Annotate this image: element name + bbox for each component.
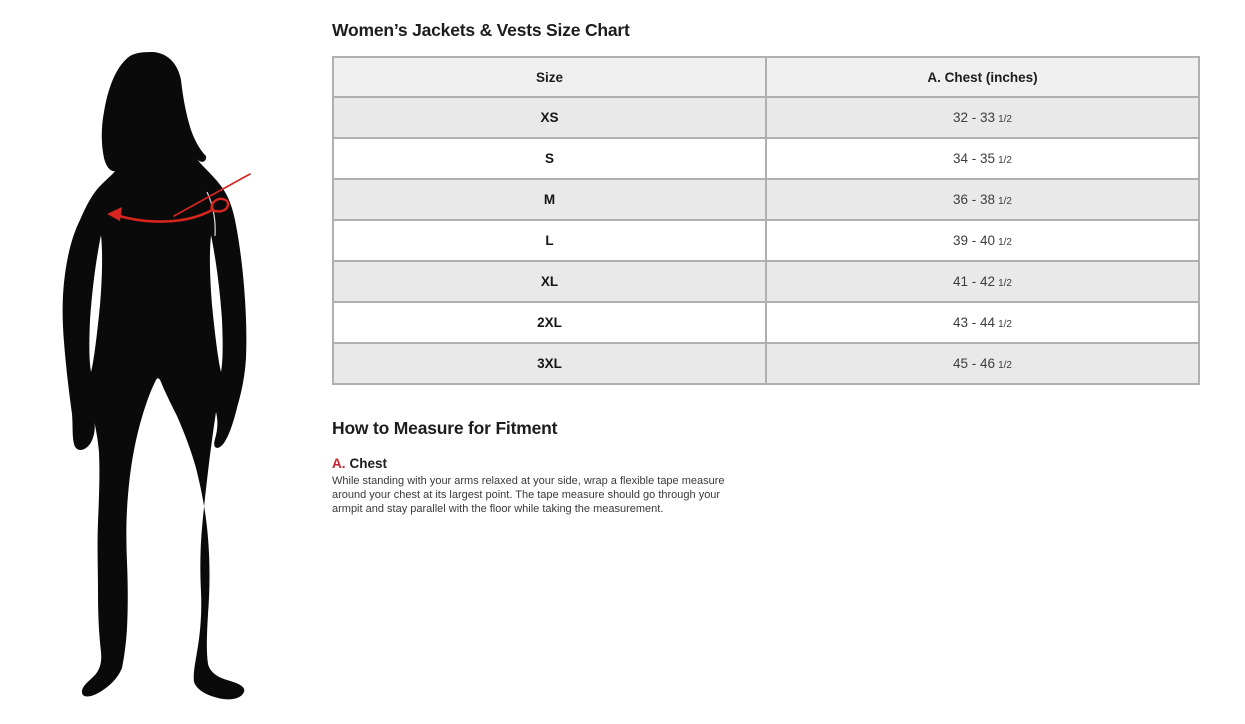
chest-cell: 39 - 40 1/2 [765, 219, 1200, 262]
arc-arrowhead [107, 207, 122, 221]
size-cell: XS [332, 96, 767, 139]
content-column: Women’s Jackets & Vests Size Chart Size … [332, 0, 1200, 516]
size-column-header: Size [332, 56, 767, 98]
female-silhouette-diagram: A [62, 52, 251, 700]
arm-torso-gap-right [209, 235, 223, 372]
measure-item-description: While standing with your arms relaxed at… [332, 475, 725, 515]
chest-cell: 45 - 46 1/2 [765, 342, 1200, 385]
size-cell: XL [332, 260, 767, 303]
chest-fraction: 1/2 [998, 237, 1012, 248]
chest-value: 39 - 40 [953, 233, 996, 248]
table-row: S 34 - 35 1/2 [332, 137, 1200, 180]
chest-cell: 34 - 35 1/2 [765, 137, 1200, 180]
chest-column-header: A. Chest (inches) [765, 56, 1200, 98]
size-cell: 2XL [332, 301, 767, 344]
chest-measurement-arc-loop [210, 197, 230, 213]
measurement-diagram: A [60, 40, 252, 712]
page-title: Women’s Jackets & Vests Size Chart [332, 20, 630, 40]
header-row: Size A. Chest (inches) [332, 56, 1200, 98]
chest-cell: 32 - 33 1/2 [765, 96, 1200, 139]
chest-value: 41 - 42 [953, 274, 996, 289]
chest-fraction: 1/2 [998, 360, 1012, 371]
size-cell: L [332, 219, 767, 262]
chest-value: 36 - 38 [953, 192, 996, 207]
silhouette-figure [62, 52, 247, 700]
chest-measurement-arc [114, 208, 214, 223]
table-row: 2XL 43 - 44 1/2 [332, 301, 1200, 344]
size-chart-table: Size A. Chest (inches) XS 32 - 33 1/2 S 3… [332, 56, 1200, 385]
chest-fraction: 1/2 [998, 278, 1012, 289]
measure-item-heading: A. Chest [332, 456, 1200, 471]
how-to-measure-title: How to Measure for Fitment [332, 418, 558, 438]
arm-torso-gap-left [89, 235, 103, 372]
table-row: L 39 - 40 1/2 [332, 219, 1200, 262]
measure-item-chest: A. Chest While standing with your arms re… [332, 456, 1200, 516]
table-row: 3XL 45 - 46 1/2 [332, 342, 1200, 385]
chest-value: 45 - 46 [953, 356, 996, 371]
chest-fraction: 1/2 [998, 114, 1012, 125]
chest-fraction: 1/2 [998, 155, 1012, 166]
size-cell: 3XL [332, 342, 767, 385]
bust-highlight [206, 191, 216, 237]
chest-fraction: 1/2 [998, 319, 1012, 330]
size-cell: M [332, 178, 767, 221]
size-cell: S [332, 137, 767, 180]
chest-cell: 36 - 38 1/2 [765, 178, 1200, 221]
chest-value: 43 - 44 [953, 315, 996, 330]
size-chart-header: Size A. Chest (inches) [332, 56, 1200, 98]
table-row: XL 41 - 42 1/2 [332, 260, 1200, 303]
measure-item-letter: A. [332, 456, 346, 471]
measure-item-name: Chest [349, 456, 388, 471]
chest-fraction: 1/2 [998, 196, 1012, 207]
table-row: XS 32 - 33 1/2 [332, 96, 1200, 139]
measurement-pointer-line [173, 173, 251, 217]
chest-value: 32 - 33 [953, 110, 996, 125]
table-row: M 36 - 38 1/2 [332, 178, 1200, 221]
chest-value: 34 - 35 [953, 151, 996, 166]
chest-cell: 41 - 42 1/2 [765, 260, 1200, 303]
size-chart-body: XS 32 - 33 1/2 S 34 - 35 1/2 M 36 - 38 1/2 … [332, 96, 1200, 385]
chest-cell: 43 - 44 1/2 [765, 301, 1200, 344]
